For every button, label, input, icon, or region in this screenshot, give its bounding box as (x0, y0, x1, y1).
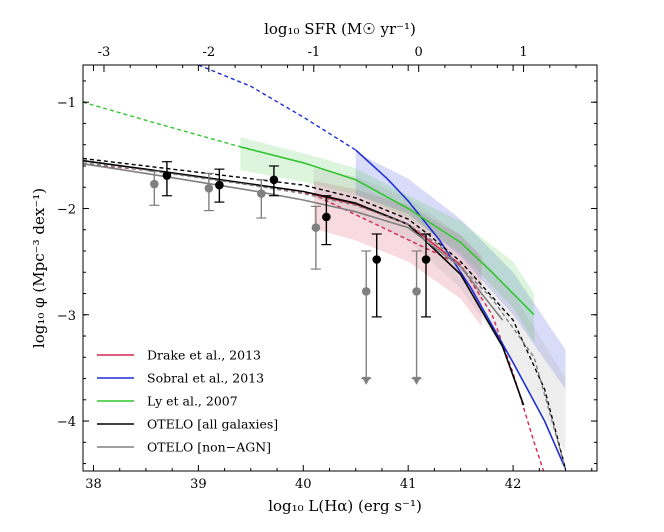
x2tick-label-1: -2 (203, 45, 216, 60)
point-nonagn-3-marker (311, 223, 321, 232)
plot-frame (82, 64, 598, 472)
point-all-3 (321, 195, 332, 246)
curve-dashed-4 (83, 162, 567, 470)
ytick-label-2: −3 (57, 309, 76, 324)
xtick-label-4: 42 (505, 477, 522, 492)
legend-label-0: Drake et al., 2013 (147, 348, 261, 363)
point-all-1-marker (215, 180, 224, 190)
point-all-0 (161, 161, 172, 197)
point-all-4 (371, 233, 382, 318)
data-points (149, 161, 432, 385)
legend: Drake et al., 2013 Sobral et al., 2013 Ly … (97, 348, 278, 455)
x2-axis-title: log₁₀ SFR (M☉ yr⁻¹) (264, 20, 416, 38)
curve-dashed-3 (83, 157, 567, 470)
point-all-5 (421, 233, 432, 318)
ytick-label-3: −4 (57, 415, 76, 430)
point-nonagn-4-marker (361, 287, 371, 296)
point-nonagn-5-limit-arrow (412, 376, 422, 385)
band-1 (355, 152, 566, 390)
point-all-1 (214, 168, 225, 203)
xtick-label-2: 40 (295, 477, 312, 492)
point-all-2-marker (269, 175, 279, 185)
curve-dashed-1 (198, 65, 357, 151)
xtick-label-0: 38 (85, 477, 102, 492)
band-2 (240, 137, 535, 343)
x2tick-label-2: -1 (307, 45, 320, 60)
point-all-3-marker (322, 212, 331, 222)
curve-solid-3 (83, 159, 525, 406)
point-nonagn-0-marker (150, 179, 159, 189)
point-nonagn-0 (149, 170, 160, 206)
legend-label-2: Ly et al., 2007 (147, 394, 238, 409)
band-otelo (313, 168, 566, 453)
x2tick-label-4: 1 (519, 45, 527, 60)
point-all-4-marker (372, 255, 382, 264)
legend-label-3: OTELO [all galaxies] (147, 417, 278, 432)
x2tick-label-3: 0 (415, 45, 423, 60)
legend-label-4: OTELO [non−AGN] (147, 440, 271, 455)
legend-label-1: Sobral et al., 2013 (147, 371, 264, 386)
ytick-label-0: −1 (57, 96, 76, 111)
xtick-label-3: 41 (400, 477, 417, 492)
point-nonagn-1-marker (204, 183, 214, 193)
point-nonagn-2 (256, 179, 267, 219)
point-all-5-marker (421, 255, 431, 264)
point-nonagn-5-marker (412, 287, 421, 296)
point-all-2 (268, 165, 279, 197)
y-axis-title: log₁₀ φ (Mpc⁻³ dex⁻¹) (30, 188, 48, 348)
point-nonagn-5 (411, 250, 422, 385)
curve-solid-2 (240, 146, 535, 316)
point-all-0-marker (162, 171, 172, 180)
point-nonagn-2-marker (257, 189, 266, 198)
uncertainty-bands (240, 137, 566, 453)
ytick-label-1: −2 (57, 202, 76, 217)
point-nonagn-4-limit-arrow (361, 376, 371, 385)
x2tick-label-0: -3 (98, 45, 111, 60)
axes: 38 39 40 41 42 −1 −2 −3 −4 -3 -2 -1 0 1 log₁₀ L(Hα) (e… (30, 20, 598, 515)
band-0 (313, 180, 482, 327)
point-nonagn-1 (203, 172, 214, 212)
curve-solid-1 (355, 149, 567, 470)
x-axis-title: log₁₀ L(Hα) (erg s⁻¹) (268, 497, 422, 515)
point-nonagn-4 (361, 250, 372, 385)
point-nonagn-3 (310, 205, 321, 270)
xtick-label-1: 39 (190, 477, 207, 492)
curve-dashed-2 (83, 101, 241, 148)
